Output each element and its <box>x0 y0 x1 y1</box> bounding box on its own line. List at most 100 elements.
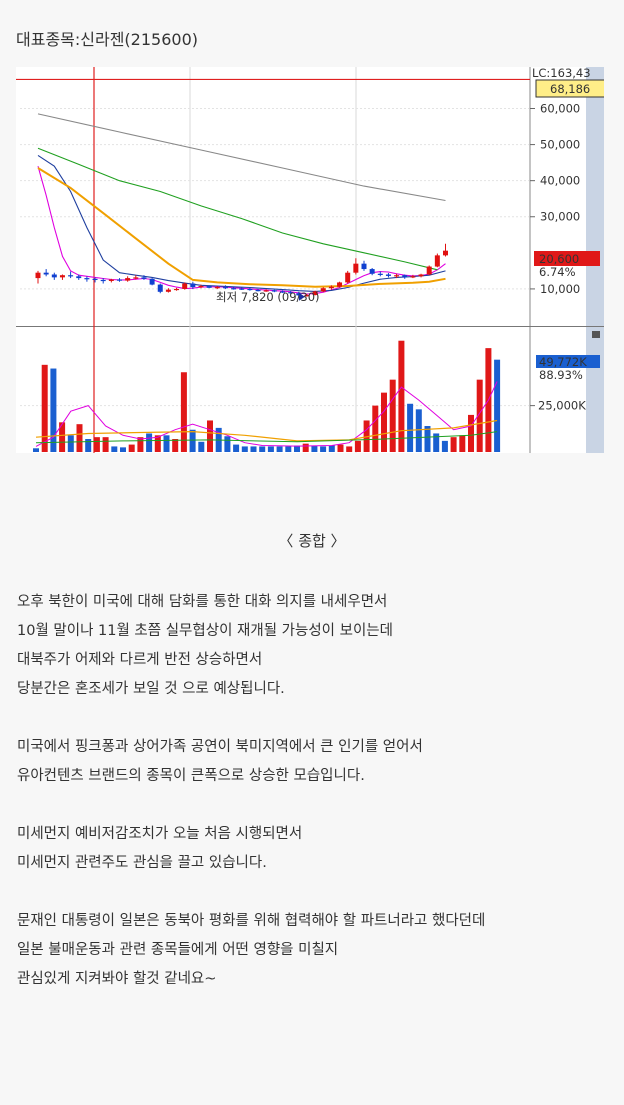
candle-body <box>263 290 269 292</box>
candle-body <box>434 255 440 267</box>
candle-body <box>231 288 237 290</box>
volume-bar <box>233 444 240 452</box>
volume-bar <box>450 437 457 452</box>
volume-bar <box>415 409 422 452</box>
volume-axis-label: 25,000K <box>538 399 586 413</box>
paragraph-line: 일본 불매운동과 관련 종목들에게 어떤 영향을 미칠지 <box>17 942 339 958</box>
volume-bar <box>67 435 74 452</box>
candle-body <box>190 283 196 288</box>
volume-bar <box>154 435 161 452</box>
moving-average-line <box>37 147 438 271</box>
page-title: 대표종목:신라젠(215600) <box>16 30 198 49</box>
candle-body <box>182 283 188 289</box>
candle-body <box>117 279 122 281</box>
price-axis-label: 40,000 <box>540 174 580 188</box>
volume-bar <box>372 405 379 452</box>
volume-current-label: 49,772K <box>539 355 587 369</box>
volume-bar <box>128 444 135 452</box>
moving-average-line <box>37 154 446 292</box>
volume-bar <box>224 436 231 452</box>
candle-body <box>377 273 383 275</box>
volume-bar <box>241 446 248 452</box>
volume-bar <box>354 440 361 452</box>
volume-bar <box>320 446 327 452</box>
candle-body <box>410 276 416 278</box>
candle-body <box>149 278 155 285</box>
stock-chart: 60,000 50,000 40,000 30,000 10,000 25,000K 최저 … <box>16 67 604 453</box>
volume-bar <box>328 445 335 452</box>
price-tag-box <box>535 79 604 98</box>
candle-body <box>402 275 408 278</box>
volume-bar <box>433 433 440 452</box>
current-price-label: 20,600 <box>539 252 579 266</box>
candle-body <box>133 277 139 279</box>
price-axis-label: 50,000 <box>540 138 580 152</box>
volume-bar <box>441 440 448 452</box>
article-body: 오후 북한이 미국에 대해 담화를 통한 대화 의지를 내세우면서 10월 말이… <box>17 588 617 1023</box>
low-price-annotation: 최저 7,820 (09/30) <box>216 290 320 304</box>
paragraph-line: 유아컨텐츠 브랜드의 종목이 큰폭으로 상승한 모습입니다. <box>17 768 365 784</box>
volume-bar <box>33 448 39 452</box>
candle-body <box>353 263 359 273</box>
candle-body <box>35 272 41 279</box>
volume-bar <box>494 359 501 452</box>
candle-body <box>369 269 375 274</box>
candle-body <box>337 282 343 287</box>
volume-bar <box>41 364 48 452</box>
candle-body <box>43 272 49 275</box>
candle-body <box>214 287 220 289</box>
volume-bar <box>189 429 196 452</box>
current-change-label: 6.74% <box>539 265 576 279</box>
paragraph-line: 미세먼지 관련주도 관심을 끌고 있습니다. <box>17 855 267 871</box>
candle-body <box>345 272 351 283</box>
volume-bar <box>120 447 126 452</box>
candle-body <box>320 288 326 292</box>
section-heading: 〈 종합 〉 <box>278 532 346 550</box>
volume-bar <box>311 445 318 452</box>
candle-body <box>385 274 391 276</box>
candle-body <box>394 275 400 277</box>
candle-body <box>426 266 432 275</box>
candle-body <box>174 288 180 291</box>
candle-body <box>418 274 424 277</box>
paragraph-line: 오후 북한이 미국에 대해 담화를 통한 대화 의지를 내세우면서 <box>17 594 388 610</box>
candle-body <box>100 279 106 282</box>
volume-bar <box>85 439 92 452</box>
paragraph-line: 당분간은 혼조세가 보일 것 으로 예상됩니다. <box>17 681 285 697</box>
candle-body <box>141 277 147 279</box>
price-axis-label: 10,000 <box>540 282 580 296</box>
candle-body <box>125 278 131 281</box>
candle-body <box>76 276 82 279</box>
volume-bar <box>389 379 396 452</box>
volume-bar <box>398 340 405 452</box>
volume-bar <box>259 446 266 452</box>
moving-average-line <box>37 167 446 288</box>
candle-body <box>271 290 277 292</box>
volume-current-box <box>536 355 600 368</box>
volume-bar <box>459 435 466 452</box>
volume-ma-line <box>35 381 498 447</box>
top-axis-label: LC:163,43 <box>532 67 591 80</box>
candle-body <box>312 291 318 296</box>
candle-body <box>68 275 74 277</box>
current-price-box <box>534 251 600 266</box>
volume-bar <box>294 445 300 452</box>
volume-bar <box>337 444 344 452</box>
paragraph-line: 관심있게 지켜봐야 할것 같네요~ <box>17 971 217 987</box>
volume-bar <box>424 426 431 452</box>
volume-bar <box>137 437 144 452</box>
price-axis-label: 30,000 <box>540 210 580 224</box>
volume-bar <box>346 446 353 452</box>
volume-bar <box>76 424 83 452</box>
volume-bar <box>111 446 118 452</box>
candle-body <box>206 286 212 288</box>
paragraph-3: 미세먼지 예비저감조치가 오늘 처음 시행되면서 미세먼지 관련주도 관심을 끌… <box>17 820 617 878</box>
candle-body <box>288 292 294 294</box>
volume-ma-line <box>35 431 498 444</box>
paragraph-1: 오후 북한이 미국에 대해 담화를 통한 대화 의지를 내세우면서 10월 말이… <box>17 588 617 704</box>
paragraph-line: 미세먼지 예비저감조치가 오늘 처음 시행되면서 <box>17 826 303 842</box>
volume-bar <box>198 441 205 452</box>
volume-bar <box>163 435 170 452</box>
volume-bar <box>267 446 274 452</box>
candle-body <box>280 291 285 293</box>
